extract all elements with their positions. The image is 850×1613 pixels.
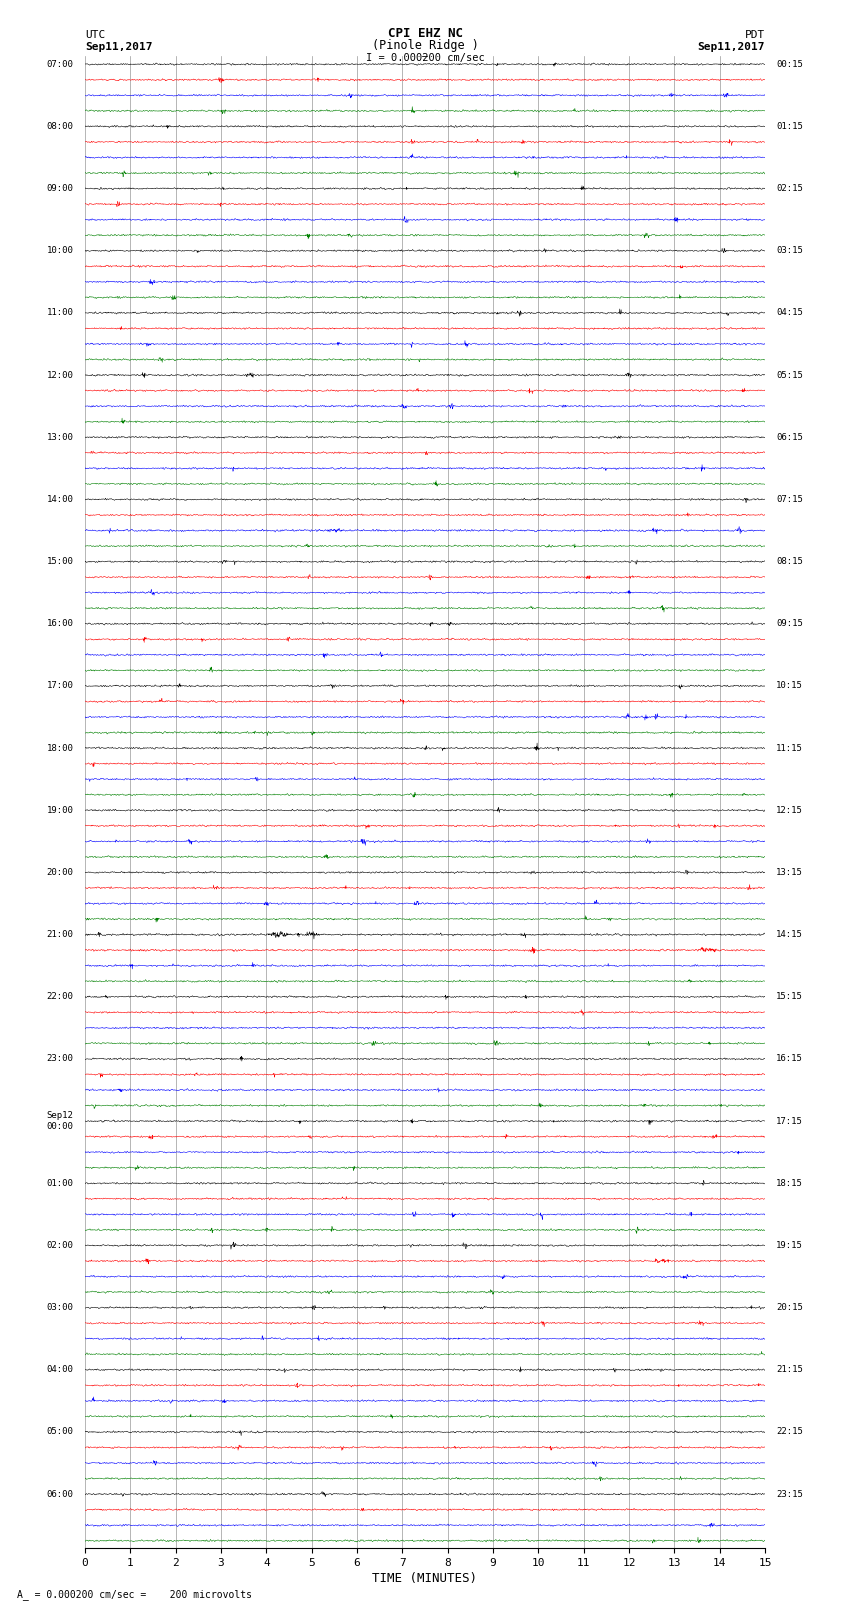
Text: 04:15: 04:15 [776,308,803,318]
Text: 16:00: 16:00 [47,619,74,627]
Text: 20:15: 20:15 [776,1303,803,1311]
Text: 17:15: 17:15 [776,1116,803,1126]
Text: 08:00: 08:00 [47,123,74,131]
Text: 05:00: 05:00 [47,1428,74,1437]
Text: 17:00: 17:00 [47,681,74,690]
Text: 12:00: 12:00 [47,371,74,379]
Text: 00:15: 00:15 [776,60,803,69]
Text: 05:15: 05:15 [776,371,803,379]
Text: 23:00: 23:00 [47,1055,74,1063]
Text: 02:00: 02:00 [47,1240,74,1250]
Text: 10:15: 10:15 [776,681,803,690]
Text: 03:00: 03:00 [47,1303,74,1311]
Text: 11:15: 11:15 [776,744,803,753]
Text: 09:15: 09:15 [776,619,803,627]
Text: 10:00: 10:00 [47,247,74,255]
Text: 19:15: 19:15 [776,1240,803,1250]
Text: 13:00: 13:00 [47,432,74,442]
Text: 06:15: 06:15 [776,432,803,442]
Text: 16:15: 16:15 [776,1055,803,1063]
Text: 14:00: 14:00 [47,495,74,503]
Text: 20:00: 20:00 [47,868,74,877]
Text: 07:00: 07:00 [47,60,74,69]
Text: Sep11,2017: Sep11,2017 [698,42,765,52]
Text: UTC: UTC [85,31,105,40]
Text: I = 0.000200 cm/sec: I = 0.000200 cm/sec [366,53,484,63]
Text: 03:15: 03:15 [776,247,803,255]
Text: 02:15: 02:15 [776,184,803,194]
Text: 01:00: 01:00 [47,1179,74,1187]
Text: 22:15: 22:15 [776,1428,803,1437]
X-axis label: TIME (MINUTES): TIME (MINUTES) [372,1573,478,1586]
Text: 11:00: 11:00 [47,308,74,318]
Text: 18:00: 18:00 [47,744,74,753]
Text: A̲ = 0.000200 cm/sec =    200 microvolts: A̲ = 0.000200 cm/sec = 200 microvolts [17,1589,252,1600]
Text: 15:15: 15:15 [776,992,803,1002]
Text: 13:15: 13:15 [776,868,803,877]
Text: 22:00: 22:00 [47,992,74,1002]
Text: 09:00: 09:00 [47,184,74,194]
Text: 14:15: 14:15 [776,931,803,939]
Text: Sep12
00:00: Sep12 00:00 [47,1111,74,1131]
Text: 08:15: 08:15 [776,556,803,566]
Text: 04:00: 04:00 [47,1365,74,1374]
Text: (Pinole Ridge ): (Pinole Ridge ) [371,39,479,52]
Text: 21:15: 21:15 [776,1365,803,1374]
Text: 19:00: 19:00 [47,806,74,815]
Text: 01:15: 01:15 [776,123,803,131]
Text: 06:00: 06:00 [47,1489,74,1498]
Text: 15:00: 15:00 [47,556,74,566]
Text: 23:15: 23:15 [776,1489,803,1498]
Text: 21:00: 21:00 [47,931,74,939]
Text: 07:15: 07:15 [776,495,803,503]
Text: 18:15: 18:15 [776,1179,803,1187]
Text: CPI EHZ NC: CPI EHZ NC [388,27,462,40]
Text: PDT: PDT [745,31,765,40]
Text: 12:15: 12:15 [776,806,803,815]
Text: Sep11,2017: Sep11,2017 [85,42,152,52]
